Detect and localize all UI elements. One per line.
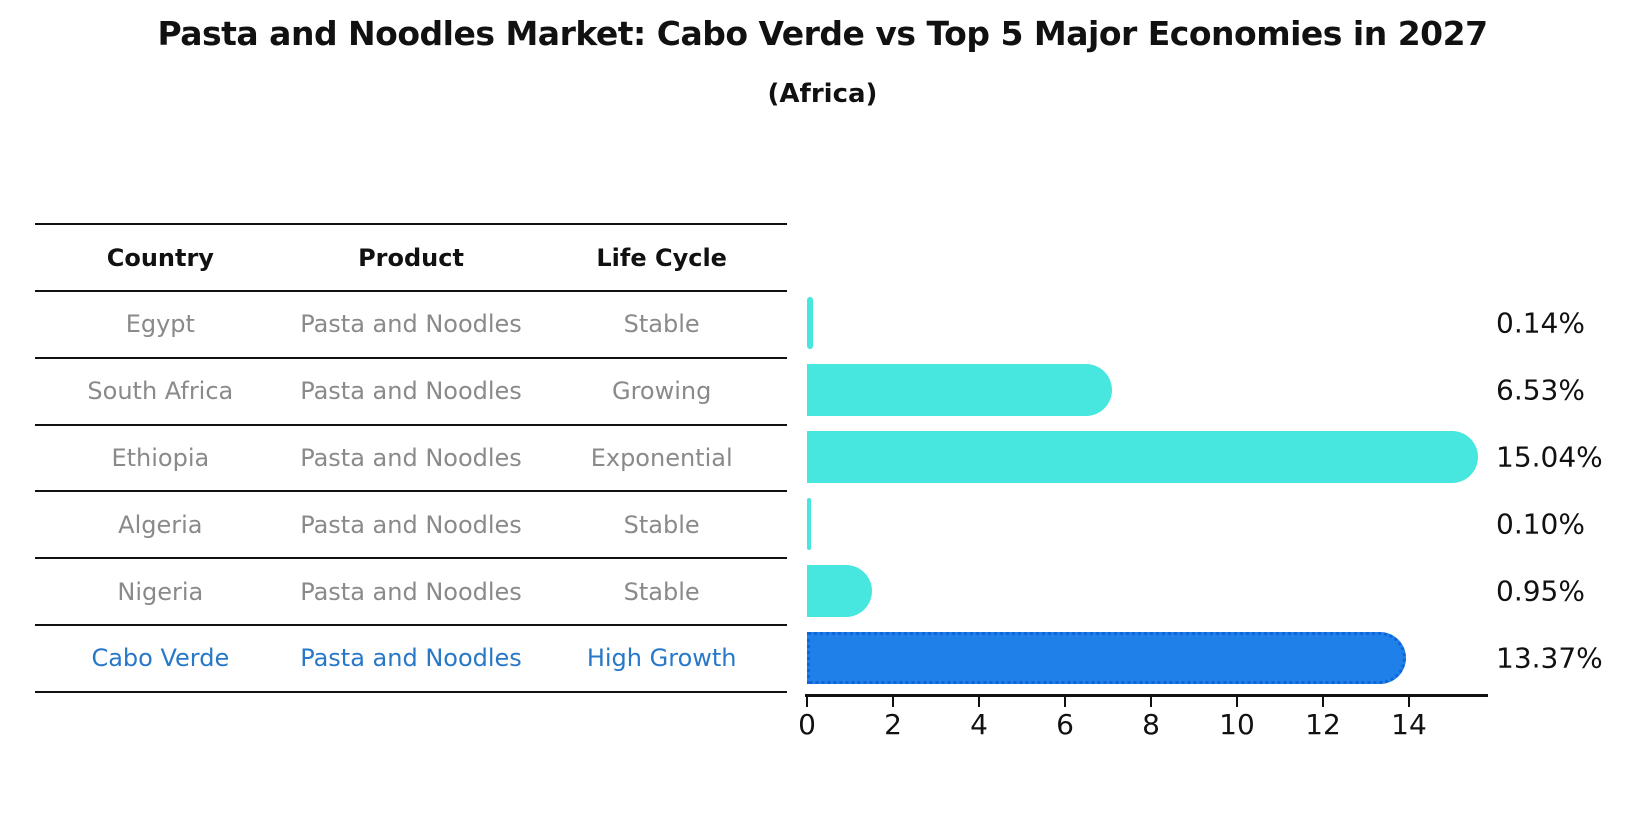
table-cell-product: Pasta and Noodles [300, 443, 522, 472]
table-cell-country: Nigeria [117, 577, 204, 606]
x-axis-tick-label: 14 [1391, 708, 1427, 741]
bar-value-label-south-africa: 6.53% [1496, 373, 1585, 407]
table-cell-life-cycle: Stable [623, 510, 700, 539]
table-cell-product: Pasta and Noodles [300, 577, 522, 606]
table-cell-product: Pasta and Noodles [300, 310, 522, 339]
country-info-table: Country Product Life Cycle Egypt Pasta an… [35, 223, 787, 693]
bar-ethiopia [807, 431, 1478, 484]
bar-value-label-cabo-verde: 13.37% [1496, 641, 1603, 675]
x-axis-tick-label: 2 [884, 708, 902, 741]
table-cell-life-cycle: Growing [611, 377, 712, 406]
x-axis-tick [806, 697, 808, 707]
bar-cabo-verde [807, 631, 1406, 684]
table-row-cabo-verde: Cabo Verde Pasta and Noodles High Growth [35, 623, 787, 691]
bar-value-label-nigeria: 0.95% [1496, 574, 1585, 608]
table-row-algeria: Algeria Pasta and Noodles Stable [35, 490, 787, 557]
table-row-south-africa: South Africa Pasta and Noodles Growing [35, 356, 787, 424]
table-header-product: Product [358, 243, 464, 272]
x-axis-tick-label: 0 [798, 708, 816, 741]
x-axis-spine [805, 694, 1488, 697]
x-axis-tick [1322, 697, 1324, 707]
table-cell-product: Pasta and Noodles [300, 377, 522, 406]
bar-nigeria [807, 564, 872, 617]
table-cell-life-cycle: Exponential [590, 443, 733, 472]
table-cell-country: South Africa [87, 377, 234, 406]
x-axis-tick [1408, 697, 1410, 707]
table-cell-product: Pasta and Noodles [300, 644, 522, 673]
table-cell-country: Egypt [125, 310, 195, 339]
chart-subtitle: (Africa) [767, 79, 878, 109]
table-cell-life-cycle: Stable [623, 310, 700, 339]
table-cell-life-cycle: Stable [623, 577, 700, 606]
table-cell-country: Algeria [118, 510, 203, 539]
x-axis-tick [1064, 697, 1066, 707]
table-row-ethiopia: Ethiopia Pasta and Noodles Exponential [35, 423, 787, 491]
bar-algeria [807, 497, 812, 550]
x-axis-tick-label: 10 [1219, 708, 1255, 741]
bar-value-label-ethiopia: 15.04% [1496, 440, 1603, 474]
x-axis-tick-label: 6 [1056, 708, 1074, 741]
table-header-row: Country Product Life Cycle [35, 223, 787, 290]
table-header-country: Country [106, 243, 214, 272]
x-axis-tick [1150, 697, 1152, 707]
table-cell-country: Ethiopia [111, 443, 210, 472]
x-axis-tick [892, 697, 894, 707]
x-axis-tick [1236, 697, 1238, 707]
x-axis-tick-label: 8 [1142, 708, 1160, 741]
bar-value-label-algeria: 0.10% [1496, 507, 1585, 541]
bar-egypt [807, 297, 814, 350]
table-header-life-cycle: Life Cycle [596, 243, 727, 272]
table-cell-country: Cabo Verde [91, 644, 230, 673]
bar-south-africa [807, 364, 1112, 417]
chart-title: Pasta and Noodles Market: Cabo Verde vs … [157, 14, 1488, 53]
table-cell-product: Pasta and Noodles [300, 510, 522, 539]
x-axis-tick-label: 12 [1305, 708, 1341, 741]
table-row-egypt: Egypt Pasta and Noodles Stable [35, 290, 787, 357]
table-row-nigeria: Nigeria Pasta and Noodles Stable [35, 557, 787, 624]
x-axis-tick-label: 4 [970, 708, 988, 741]
table-cell-life-cycle: High Growth [586, 644, 737, 673]
bar-value-label-egypt: 0.14% [1496, 306, 1585, 340]
x-axis-tick [978, 697, 980, 707]
